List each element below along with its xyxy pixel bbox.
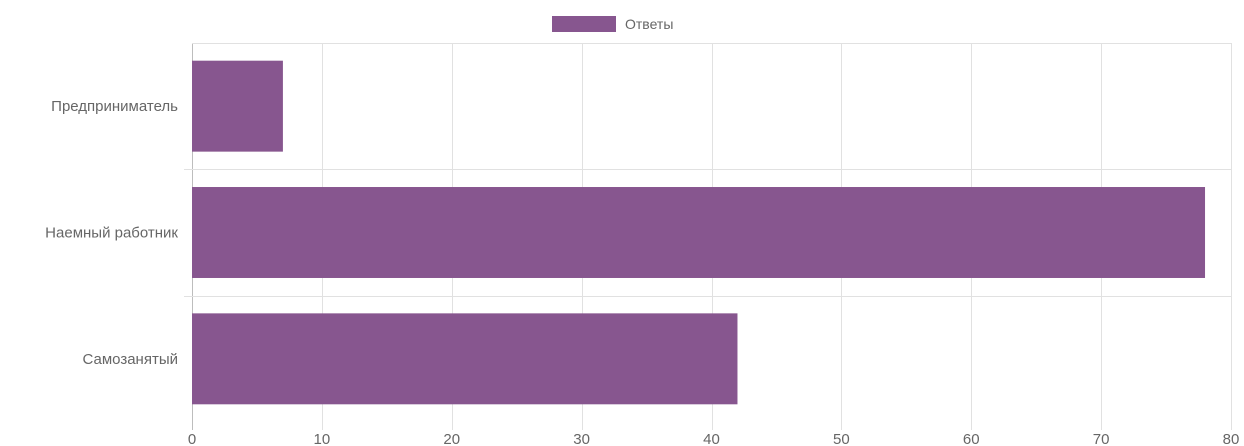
- x-tick-label: 10: [314, 431, 331, 446]
- category-label: Предприниматель: [51, 98, 178, 115]
- x-tick-label: 30: [573, 431, 590, 446]
- bar-1[interactable]: [192, 60, 283, 152]
- x-tick-label: 50: [833, 431, 850, 446]
- x-tick-label: 0: [188, 431, 196, 446]
- x-tick-label: 20: [443, 431, 460, 446]
- category-axis-labels: Предприниматель Наемный работник Самозанят…: [45, 98, 178, 368]
- legend-swatch: [552, 16, 616, 32]
- x-tick-label: 60: [963, 431, 980, 446]
- value-axis-ticks: 0 10 20 30 40 50 60 70 80: [188, 431, 1240, 446]
- x-tick-label: 40: [703, 431, 720, 446]
- bar-3[interactable]: [192, 313, 738, 405]
- x-tick-label: 70: [1093, 431, 1110, 446]
- bars: [192, 60, 1206, 405]
- legend[interactable]: Ответы: [552, 16, 673, 32]
- category-label: Наемный работник: [45, 225, 178, 242]
- legend-label: Ответы: [625, 16, 673, 32]
- category-label: Самозанятый: [83, 351, 179, 368]
- x-tick-label: 80: [1223, 431, 1240, 446]
- bar-2[interactable]: [192, 187, 1206, 278]
